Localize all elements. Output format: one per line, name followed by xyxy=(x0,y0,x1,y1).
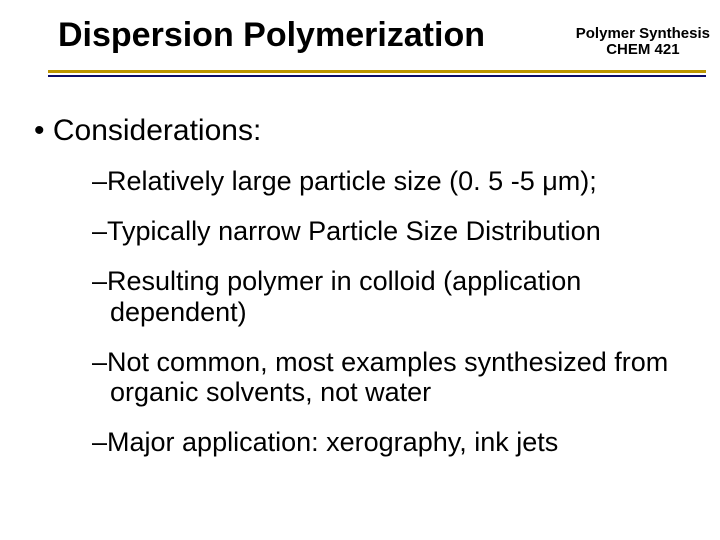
header-rules xyxy=(0,70,720,77)
list-item-text: Typically narrow Particle Size Distribut… xyxy=(107,216,601,246)
list-item-text: Resulting polymer in colloid (applicatio… xyxy=(107,266,581,326)
list-item: Not common, most examples synthesized fr… xyxy=(92,347,702,407)
list-item-text: Major application: xerography, ink jets xyxy=(107,427,558,457)
slide-body: Considerations: Relatively large particl… xyxy=(0,78,720,458)
bullet-heading: Considerations: xyxy=(34,114,702,148)
bullet-heading-text: Considerations: xyxy=(53,114,261,147)
slide: Dispersion Polymerization Polymer Synthe… xyxy=(0,0,720,540)
course-name: Polymer Synthesis xyxy=(576,26,710,42)
course-block: Polymer Synthesis CHEM 421 xyxy=(576,26,710,58)
sub-bullet-list: Relatively large particle size (0. 5 -5 … xyxy=(34,166,702,458)
rule-gold xyxy=(48,70,706,73)
list-item-text: Relatively large particle size (0. 5 -5 … xyxy=(107,166,597,196)
slide-header: Dispersion Polymerization Polymer Synthe… xyxy=(0,0,720,78)
list-item-text: Not common, most examples synthesized fr… xyxy=(107,347,668,407)
list-item: Typically narrow Particle Size Distribut… xyxy=(92,216,702,246)
list-item: Relatively large particle size (0. 5 -5 … xyxy=(92,166,702,196)
rule-navy xyxy=(48,75,706,77)
list-item: Resulting polymer in colloid (applicatio… xyxy=(92,266,702,326)
list-item: Major application: xerography, ink jets xyxy=(92,427,702,457)
course-code: CHEM 421 xyxy=(576,42,710,58)
